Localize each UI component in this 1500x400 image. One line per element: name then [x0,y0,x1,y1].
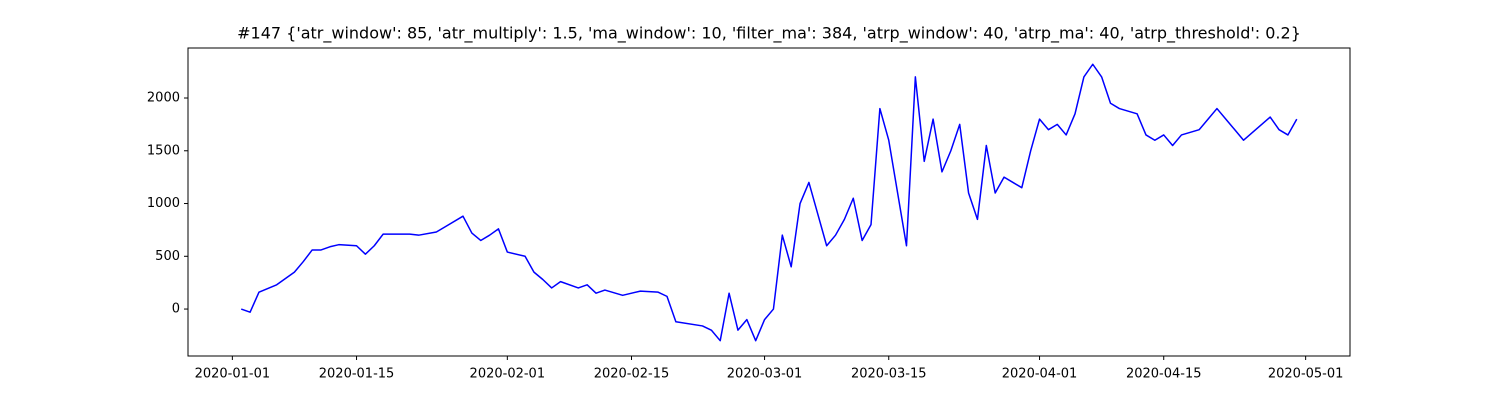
x-tick-label: 2020-03-15 [851,367,927,382]
x-tick-label: 2020-02-15 [594,367,670,382]
x-tick-label: 2020-01-01 [195,367,271,382]
x-tick-label: 2020-01-15 [319,367,395,382]
y-tick-label: 1500 [147,143,180,158]
x-tick-label: 2020-05-01 [1268,367,1344,382]
x-tick-label: 2020-04-15 [1126,367,1202,382]
x-tick-label: 2020-03-01 [727,367,803,382]
x-tick-label: 2020-02-01 [470,367,546,382]
chart-title: #147 {'atr_window': 85, 'atr_multiply': … [237,24,1301,44]
plot-area: 0 500 1000 1500 2000 2020-01-01 2020-01-15 2020… [147,63,1344,382]
y-tick-label: 1000 [147,196,180,211]
plot-frame [187,47,1351,357]
y-tick-label: 0 [172,302,180,317]
data-line [240,63,1298,342]
y-tick-label: 500 [155,249,180,264]
y-tick-label: 2000 [147,91,180,106]
x-tick-label: 2020-04-01 [1002,367,1078,382]
